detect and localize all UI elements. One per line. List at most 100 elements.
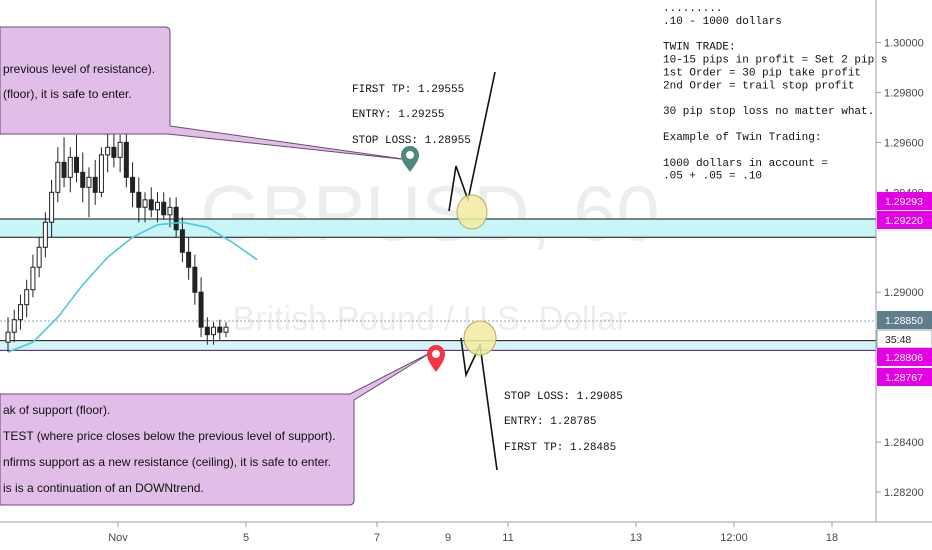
candle [36,237,42,278]
note-line: 1000 dollars in account = [663,158,828,170]
note-line: 1st Order = 30 pip take profit [663,68,861,80]
svg-text:1.29220: 1.29220 [885,215,923,227]
top-callout[interactable]: previous level of resistance). (floor), … [0,26,411,161]
svg-text:1.28767: 1.28767 [885,372,923,384]
time-tick-label: Nov [108,532,128,544]
entry-highlight-ellipse-2 [463,320,497,356]
top-callout-box [0,26,411,161]
upward-projection-line [448,71,496,212]
candle [67,147,73,193]
top-callout-line-1: previous level of resistance). [3,62,155,76]
price-tag: 1.28767 [877,368,932,386]
second-trade-sl: STOP LOSS: 1.29085 [504,391,623,403]
time-tick-label: 9 [445,532,451,544]
resistance-zone [0,219,876,238]
svg-text:35:48: 35:48 [885,334,911,346]
price-tick-label: 1.28400 [884,437,924,449]
bottom-callout-line-4: is is a continuation of an DOWNtrend. [3,481,204,495]
candle [11,309,17,343]
candle [55,147,61,203]
candle [30,254,36,298]
price-tag: 1.28850 [877,311,932,329]
candle [186,237,192,280]
candle [5,317,11,353]
note-line: 2nd Order = trail stop profit [663,80,854,92]
svg-text:1.28806: 1.28806 [885,352,923,364]
candle [192,254,198,305]
note-line: 30 pip stop loss no matter what. [663,106,874,118]
note-line: .05 + .05 = .10 [663,171,762,183]
price-tag: 1.28806 [877,348,932,366]
first-trade-levels: FIRST TP: 1.29555 ENTRY: 1.29255 STOP LO… [352,84,471,147]
candle [211,322,217,345]
red-marker-icon[interactable] [427,345,445,372]
candle [179,217,185,263]
price-tick-label: 1.29800 [884,87,924,99]
downward-projection-line [460,337,498,471]
price-tag: 35:48 [876,329,932,349]
candle [49,179,55,238]
candle [130,162,136,208]
bottom-callout-line-1: ak of support (floor). [3,403,110,417]
price-tick-label: 1.29000 [884,287,924,299]
candle [80,152,86,203]
teal-marker-icon[interactable] [401,146,419,172]
candle [223,322,229,338]
candle [142,192,148,223]
candle [204,317,210,345]
entry-highlight-ellipse-1 [456,194,488,230]
price-tag: 1.29220 [877,211,932,229]
price-axis[interactable]: 1.300001.298001.296001.294001.290001.284… [876,37,924,499]
price-tick-label: 1.28200 [884,487,924,499]
note-line: TWIN TRADE: [663,42,736,54]
bottom-callout-box [0,351,433,506]
candle [86,167,92,218]
candles-layer [5,127,229,353]
candle [42,212,48,258]
first-trade-tp: FIRST TP: 1.29555 [352,84,464,96]
svg-text:1.28850: 1.28850 [885,315,923,327]
watermark-description: British Pound / U.S. Dollar [233,300,628,338]
candle [217,319,223,340]
top-callout-line-2: (floor), it is safe to enter. [3,87,132,101]
price-tick-label: 1.29600 [884,137,924,149]
time-tick-label: 7 [374,532,380,544]
note-line: 10-15 pips in profit = Set 2 pip s [663,55,887,67]
bottom-callout-line-3: nfirms support as a new resistance (ceil… [3,455,331,469]
candle [61,137,67,188]
bottom-callout[interactable]: ak of support (floor). TEST (where price… [0,351,433,506]
second-trade-entry: ENTRY: 1.28785 [504,416,596,428]
first-trade-entry: ENTRY: 1.29255 [352,109,444,121]
candle [136,177,142,223]
note-line: Example of Twin Trading: [663,132,821,144]
note-line: .10 - 1000 dollars [663,16,782,28]
moving-average-line [7,221,258,353]
time-axis[interactable]: Nov 5 7 11 13 12:00 18 9 [108,522,838,544]
bottom-callout-line-2: TEST (where price closes below the previ… [3,429,336,443]
price-tags: 1.29293 1.29220 1.28850 35:48 1.28806 1.28767 [876,192,932,386]
candle [17,294,23,330]
candle [123,129,129,188]
note-line: ......... [663,3,722,15]
second-trade-levels: STOP LOSS: 1.29085 ENTRY: 1.28785 FIRST … [504,391,623,454]
svg-text:1.29293: 1.29293 [885,196,923,208]
candle [167,197,173,228]
price-tick-label: 1.30000 [884,37,924,49]
second-trade-tp: FIRST TP: 1.28485 [504,442,616,454]
candle [105,129,111,173]
first-trade-sl: STOP LOSS: 1.28955 [352,135,471,147]
candle [154,192,160,223]
candle [98,147,104,198]
time-tick-label: 5 [243,532,249,544]
candle [161,192,167,220]
time-tick-label: 11 [502,532,513,544]
time-tick-label: 12:00 [720,532,748,544]
candle [198,277,204,338]
candle [92,159,98,205]
time-tick-label: 13 [630,532,642,544]
candle [74,134,80,183]
price-tag: 1.29293 [877,192,932,210]
time-tick-label: 18 [826,532,838,544]
